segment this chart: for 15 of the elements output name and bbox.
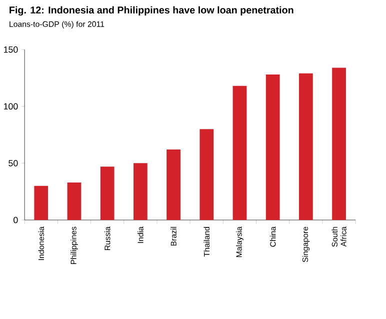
bar — [332, 68, 346, 220]
y-tick-label: 100 — [4, 103, 18, 110]
bar — [34, 186, 48, 220]
bar — [133, 163, 148, 220]
bar — [200, 129, 214, 220]
chart-title: Fig. 12: Indonesia and Philippines have low loan penetration — [10, 6, 294, 16]
bar — [298, 73, 313, 220]
bar — [100, 166, 114, 220]
y-tick-label: 50 — [8, 160, 18, 166]
bar — [266, 74, 280, 220]
y-tick-label: 150 — [4, 46, 18, 53]
bar — [232, 86, 247, 220]
bar — [67, 182, 82, 220]
bar — [166, 149, 180, 220]
y-tick-label: 0 — [14, 216, 18, 224]
